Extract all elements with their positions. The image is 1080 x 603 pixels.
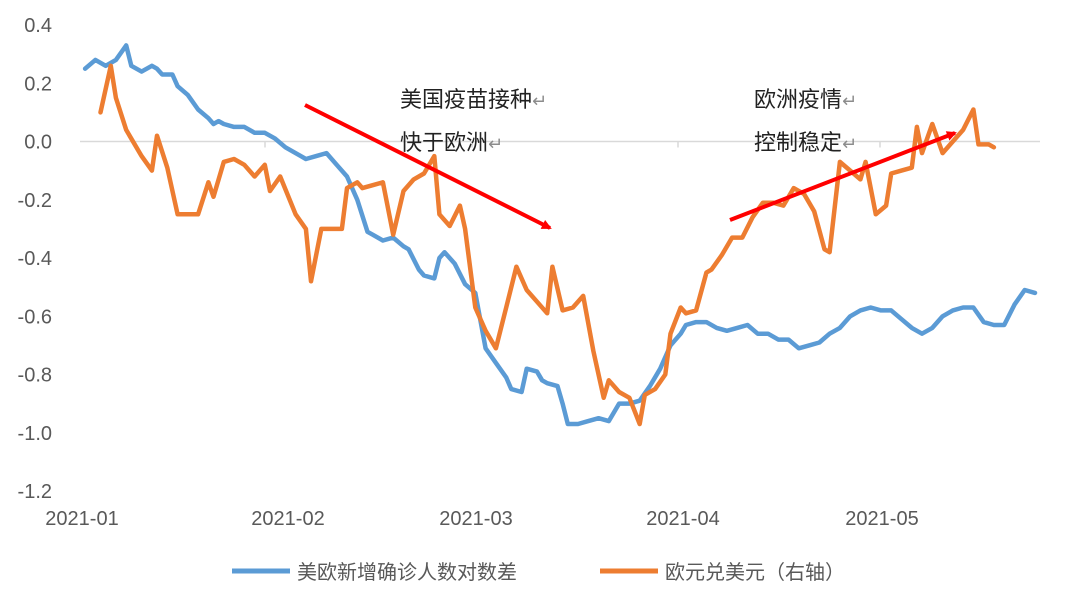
- annotation-line: 美国疫苗接种: [400, 88, 532, 113]
- svg-text:欧洲疫情↵: 欧洲疫情↵: [754, 88, 857, 113]
- svg-text:快于欧洲↵: 快于欧洲↵: [400, 131, 503, 156]
- annotation-europe-stable: 欧洲疫情↵ 控制稳定↵: [754, 88, 857, 156]
- annotation-vaccination: 美国疫苗接种↵ 快于欧洲↵: [400, 88, 547, 156]
- legend: 美欧新增确诊人数对数差 欧元兑美元（右轴）: [232, 560, 845, 584]
- return-mark: ↵: [532, 91, 547, 112]
- y-tick-label: -0.4: [18, 248, 52, 270]
- return-mark: ↵: [842, 91, 857, 112]
- y-tick-label: 0.2: [24, 73, 52, 95]
- x-tick-label: 2021-05: [845, 508, 918, 530]
- uptrend-arrow: [729, 131, 957, 222]
- y-axis: 0.4 0.2 0.0 -0.2 -0.4 -0.6 -0.8 -1.0 -1.2: [18, 15, 52, 503]
- series-line-eurusd: [98, 63, 997, 427]
- x-tick-label: 2021-02: [251, 508, 324, 530]
- return-mark: ↵: [488, 134, 503, 155]
- series-layer: [82, 43, 1038, 427]
- x-tick-label: 2021-03: [439, 508, 512, 530]
- legend-label: 美欧新增确诊人数对数差: [297, 560, 517, 584]
- series-line-case-diff: [82, 43, 1038, 427]
- downtrend-arrow: [304, 103, 552, 230]
- legend-label: 欧元兑美元（右轴）: [665, 560, 845, 584]
- x-tick-label: 2021-01: [45, 508, 118, 530]
- x-axis: 2021-01 2021-02 2021-03 2021-04 2021-05: [45, 141, 919, 530]
- annotation-line: 快于欧洲: [400, 131, 488, 156]
- svg-text:控制稳定↵: 控制稳定↵: [754, 131, 857, 156]
- annotation-line: 控制稳定: [754, 131, 842, 156]
- annotation-line: 欧洲疫情: [754, 88, 842, 113]
- y-tick-label: -0.2: [18, 190, 52, 212]
- y-tick-label: -0.8: [18, 365, 52, 387]
- y-tick-label: 0.4: [24, 15, 52, 37]
- return-mark: ↵: [842, 134, 857, 155]
- y-tick-label: -1.0: [18, 423, 52, 445]
- x-tick-label: 2021-04: [646, 508, 719, 530]
- svg-text:美国疫苗接种↵: 美国疫苗接种↵: [400, 88, 547, 113]
- y-tick-label: -0.6: [18, 306, 52, 328]
- y-tick-label: 0.0: [24, 132, 52, 154]
- y-tick-label: -1.2: [18, 481, 52, 503]
